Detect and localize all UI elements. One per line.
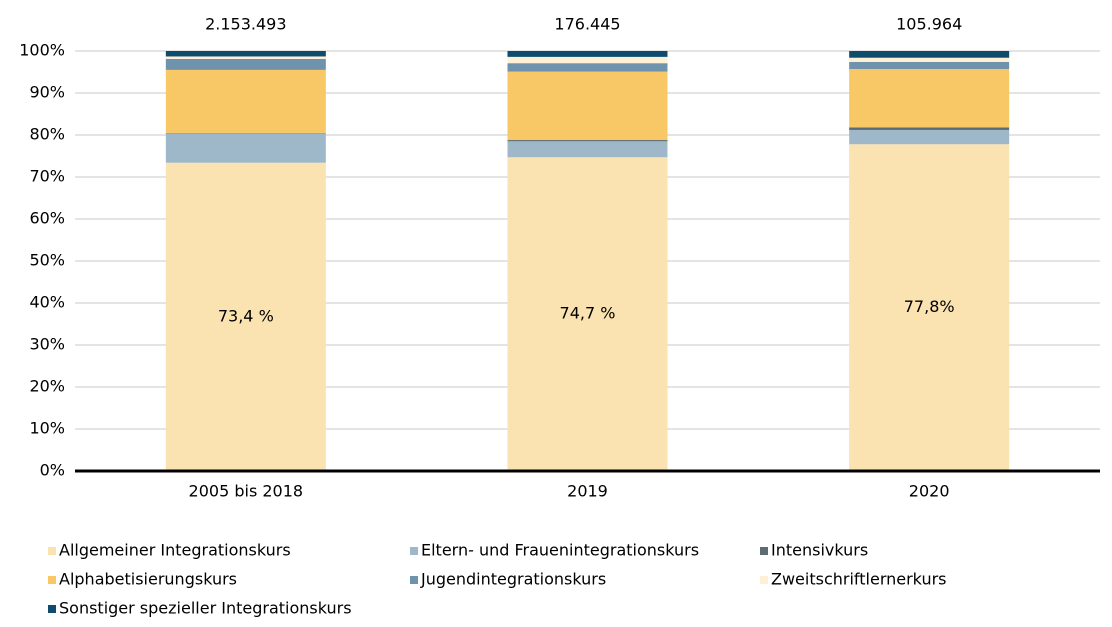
- bar-segment: [165, 58, 326, 70]
- bar-segment: [849, 57, 1010, 62]
- x-tick-label: 2005 bis 2018: [189, 482, 304, 501]
- legend-swatch: [48, 547, 56, 555]
- x-tick-label: 2020: [909, 482, 950, 501]
- legend-swatch: [48, 576, 56, 584]
- y-tick-label: 20%: [29, 377, 65, 396]
- bar-segment: [507, 71, 668, 141]
- y-tick-label: 60%: [29, 209, 65, 228]
- bar-segment: [165, 133, 326, 163]
- legend-swatch: [410, 547, 418, 555]
- y-tick-label: 100%: [19, 41, 65, 60]
- legend-label: Allgemeiner Integrationskurs: [59, 541, 291, 560]
- legend-label: Eltern- und Frauenintegrationskurs: [421, 541, 699, 560]
- y-tick-label: 10%: [29, 419, 65, 438]
- y-tick-label: 90%: [29, 83, 65, 102]
- y-tick-label: 30%: [29, 335, 65, 354]
- legend-swatch: [760, 576, 768, 584]
- bar-segment: [507, 51, 668, 57]
- data-label: 77,8%: [904, 297, 955, 316]
- bar-segment: [849, 127, 1010, 130]
- legend-swatch: [760, 547, 768, 555]
- bar-segment: [507, 141, 668, 158]
- x-tick-label: 2019: [567, 482, 608, 501]
- y-tick-label: 50%: [29, 251, 65, 270]
- y-tick-label: 0%: [40, 461, 65, 480]
- total-label: 176.445: [554, 15, 620, 34]
- bar-segment: [849, 61, 1010, 70]
- bar-segment: [165, 56, 326, 59]
- legend-label: Intensivkurs: [771, 541, 868, 560]
- legend-label: Zweitschriftlernerkurs: [771, 570, 947, 589]
- y-tick-label: 70%: [29, 167, 65, 186]
- bar-segment: [165, 69, 326, 133]
- data-label: 73,4 %: [218, 306, 274, 325]
- bar-segment: [507, 63, 668, 72]
- legend-label: Sonstiger spezieller Integrationskurs: [59, 599, 352, 618]
- bar-segment: [849, 144, 1010, 472]
- bar-segment: [849, 129, 1010, 145]
- data-label: 74,7 %: [560, 304, 616, 323]
- y-tick-label: 80%: [29, 125, 65, 144]
- bar-segment: [849, 69, 1010, 128]
- total-label: 105.964: [896, 15, 962, 34]
- legend-swatch: [48, 605, 56, 613]
- bar-segment: [507, 157, 668, 471]
- legend-label: Jugendintegrationskurs: [420, 570, 606, 589]
- y-tick-label: 40%: [29, 293, 65, 312]
- bar-segment: [507, 140, 668, 142]
- total-label: 2.153.493: [205, 15, 286, 34]
- bar-segment: [165, 162, 326, 471]
- legend-swatch: [410, 576, 418, 584]
- legend-label: Alphabetisierungskurs: [59, 570, 237, 589]
- bar-segment: [849, 51, 1010, 58]
- bar-segment: [165, 51, 326, 57]
- bar-segment: [507, 56, 668, 64]
